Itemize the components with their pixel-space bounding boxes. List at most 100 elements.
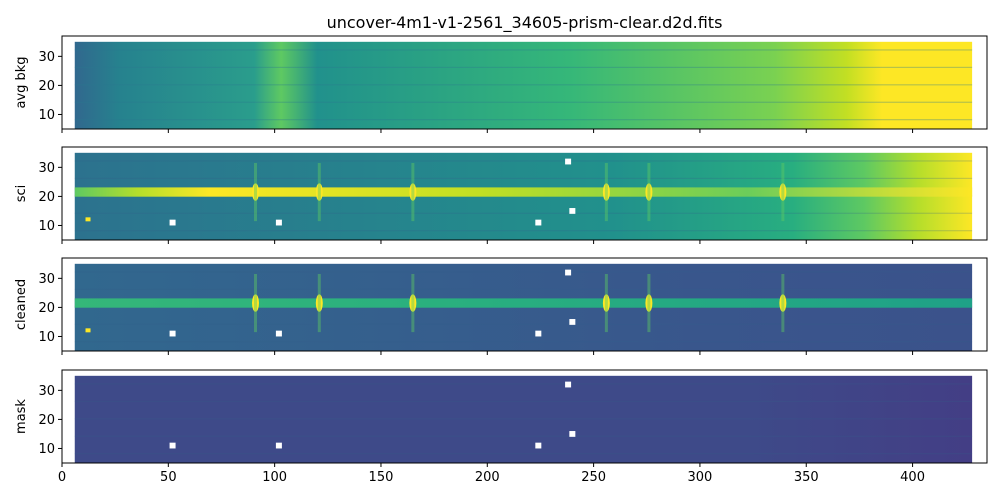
y-tick-label: 10 bbox=[38, 442, 55, 457]
y-tick-label: 30 bbox=[38, 161, 55, 176]
emission-line bbox=[779, 294, 787, 312]
panel-image-1 bbox=[74, 152, 973, 240]
emission-line bbox=[315, 183, 323, 201]
masked-pixel bbox=[169, 330, 176, 337]
y-tick-label: 30 bbox=[38, 384, 55, 399]
emission-line-trail bbox=[411, 273, 415, 333]
masked-pixel bbox=[169, 442, 176, 449]
emission-line-trail bbox=[781, 162, 785, 222]
y-tick-label: 20 bbox=[38, 413, 55, 428]
masked-pixel bbox=[569, 431, 576, 437]
masked-pixel bbox=[565, 269, 572, 276]
emission-line-trail bbox=[604, 273, 608, 333]
image-row-band bbox=[74, 341, 973, 343]
emission-line bbox=[252, 294, 260, 312]
emission-line-trail bbox=[604, 162, 608, 222]
masked-pixel bbox=[565, 158, 572, 165]
panel-1: 10 20 30 sci bbox=[14, 146, 988, 244]
emission-line bbox=[602, 183, 610, 201]
y-tick-label: 30 bbox=[38, 50, 55, 65]
x-tick-label: 150 bbox=[369, 470, 394, 485]
axes-frame bbox=[61, 146, 988, 241]
y-tick-label: 20 bbox=[38, 190, 55, 205]
y-tick-label: 20 bbox=[38, 301, 55, 316]
panel-image-3 bbox=[74, 375, 973, 463]
emission-line-trail bbox=[411, 162, 415, 222]
image-row-band bbox=[74, 177, 973, 179]
panel-image-0 bbox=[74, 41, 973, 129]
y-tick-label: 10 bbox=[38, 219, 55, 234]
y-axis-label: avg bkg bbox=[14, 56, 29, 108]
spectral-trace bbox=[74, 298, 973, 308]
image-row-band bbox=[74, 383, 973, 385]
x-tick-label: 50 bbox=[160, 470, 177, 485]
y-axis-label: mask bbox=[14, 399, 29, 434]
emission-line-trail bbox=[647, 273, 651, 333]
image-row-band bbox=[74, 271, 973, 273]
x-tick-label: 0 bbox=[58, 470, 66, 485]
x-tick-label: 300 bbox=[688, 470, 713, 485]
masked-pixel bbox=[275, 442, 282, 449]
emission-line bbox=[602, 294, 610, 312]
emission-line bbox=[252, 183, 260, 201]
y-axis-label: cleaned bbox=[14, 279, 29, 330]
emission-line-trail bbox=[317, 273, 321, 333]
emission-line-trail bbox=[647, 162, 651, 222]
y-tick-label: 10 bbox=[38, 330, 55, 345]
y-tick-label: 10 bbox=[38, 108, 55, 123]
emission-line bbox=[645, 294, 653, 312]
masked-pixel bbox=[535, 219, 542, 226]
y-tick-label: 20 bbox=[38, 79, 55, 94]
masked-pixel bbox=[535, 330, 542, 337]
emission-line bbox=[779, 183, 787, 201]
emission-line bbox=[409, 183, 417, 201]
x-tick-label: 400 bbox=[900, 470, 925, 485]
bright-knot bbox=[85, 328, 91, 333]
emission-line-trail bbox=[781, 273, 785, 333]
axes-frame bbox=[61, 35, 988, 130]
emission-line-trail bbox=[254, 162, 258, 222]
image-row-band bbox=[74, 119, 973, 121]
image-region bbox=[74, 375, 973, 463]
masked-pixel bbox=[565, 381, 572, 388]
image-row-band bbox=[74, 84, 973, 86]
masked-pixel bbox=[569, 319, 576, 325]
spectral-trace bbox=[74, 187, 973, 197]
masked-pixel bbox=[569, 208, 576, 214]
emission-line-trail bbox=[317, 162, 321, 222]
emission-line bbox=[315, 294, 323, 312]
figure-title: uncover-4m1-v1-2561_34605-prism-clear.d2… bbox=[327, 13, 723, 33]
x-tick-label: 100 bbox=[262, 470, 287, 485]
image-row-band bbox=[74, 400, 973, 402]
emission-line bbox=[409, 294, 417, 312]
emission-line bbox=[645, 183, 653, 201]
image-row-band bbox=[74, 49, 973, 51]
image-row-band bbox=[74, 453, 973, 455]
panel-2: 10 20 30 cleaned bbox=[14, 257, 988, 355]
y-axis-label: sci bbox=[14, 185, 29, 203]
y-tick-label: 30 bbox=[38, 272, 55, 287]
image-region bbox=[74, 41, 973, 129]
bright-knot bbox=[85, 217, 91, 222]
image-row-band bbox=[74, 66, 973, 68]
image-row-band bbox=[74, 288, 973, 290]
masked-pixel bbox=[169, 219, 176, 226]
image-row-band bbox=[74, 212, 973, 214]
masked-pixel bbox=[275, 219, 282, 226]
image-row-band bbox=[74, 160, 973, 162]
axes-frame bbox=[61, 257, 988, 352]
image-row-band bbox=[74, 101, 973, 103]
emission-line-trail bbox=[254, 273, 258, 333]
panel-image-2 bbox=[74, 263, 973, 351]
image-row-band bbox=[74, 418, 973, 420]
masked-pixel bbox=[535, 442, 542, 449]
x-tick-label: 250 bbox=[581, 470, 606, 485]
image-row-band bbox=[74, 230, 973, 232]
x-tick-label: 200 bbox=[475, 470, 500, 485]
image-row-band bbox=[74, 435, 973, 437]
x-tick-label: 350 bbox=[794, 470, 819, 485]
panel-0: 10 20 30 avg bkg bbox=[14, 35, 988, 133]
masked-pixel bbox=[275, 330, 282, 337]
